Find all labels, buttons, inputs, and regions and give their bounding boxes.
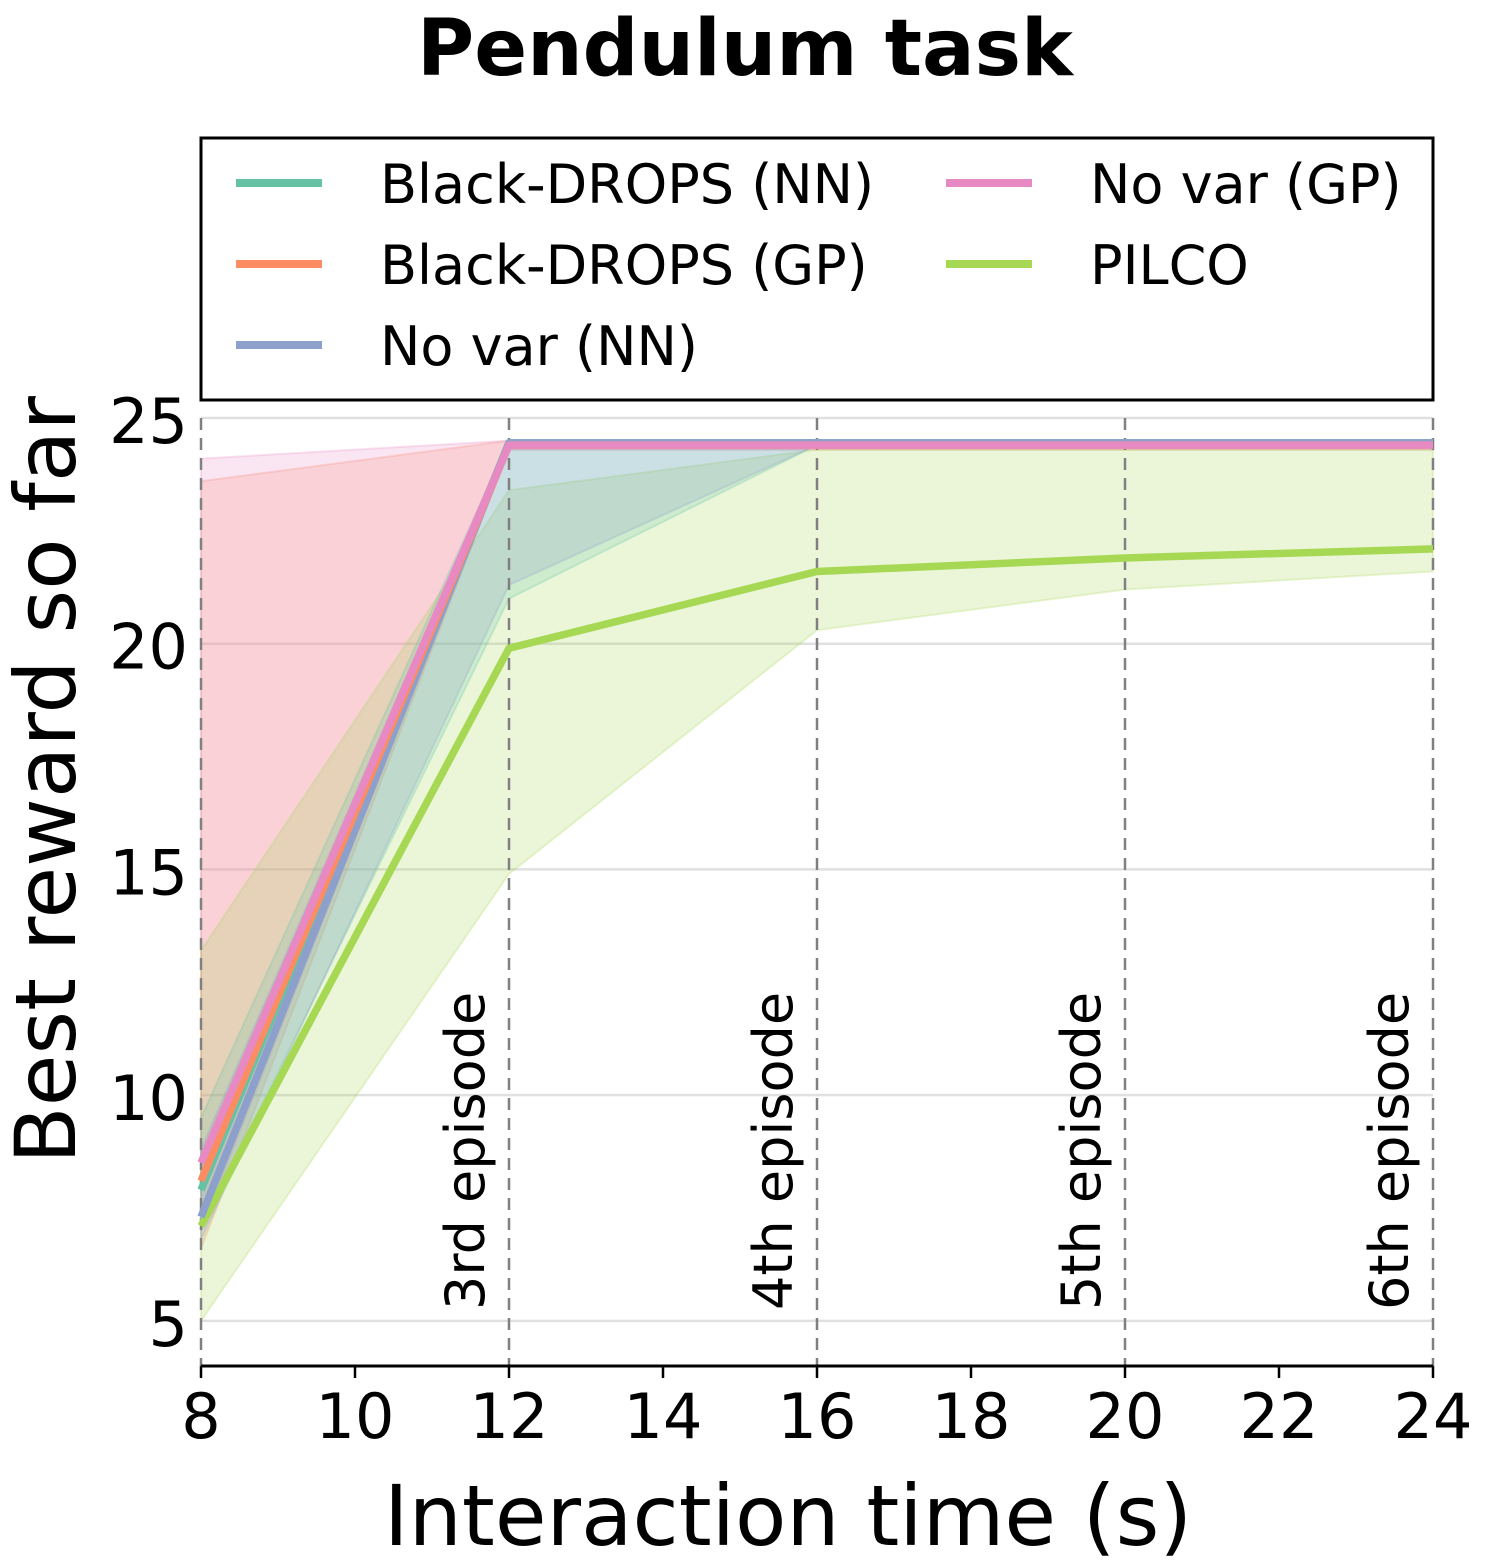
y-tick-label-2: 15: [109, 836, 188, 909]
episode-annotations: 3rd episode 4th episode 5th episode 6th epi…: [434, 992, 1421, 1310]
x-ticks: 8 10 12 14 16 18 20 22 24: [181, 1366, 1472, 1453]
chart-title: Pendulum task: [417, 4, 1075, 94]
x-tick-label-6: 20: [1086, 1380, 1165, 1453]
x-tick-label-4: 16: [778, 1380, 857, 1453]
legend-label-no-var-nn: No var (NN): [380, 315, 698, 378]
legend-label-black-drops-gp: Black-DROPS (GP): [380, 234, 868, 297]
y-tick-label-0: 5: [149, 1288, 188, 1361]
legend-label-no-var-gp: No var (GP): [1090, 153, 1402, 216]
x-tick-label-3: 14: [624, 1380, 703, 1453]
x-tick-label-0: 8: [181, 1380, 220, 1453]
series-lines: [197, 439, 1434, 1228]
legend-label-pilco: PILCO: [1090, 234, 1249, 297]
legend-label-black-drops-nn: Black-DROPS (NN): [380, 153, 874, 216]
x-tick-label-7: 22: [1240, 1380, 1319, 1453]
line-no-var-gp: [197, 441, 1433, 1165]
line-pilco: [197, 545, 1434, 1228]
episode-label-3: 6th episode: [1358, 992, 1421, 1310]
legend: Black-DROPS (NN) Black-DROPS (GP) No var (…: [199, 136, 1435, 402]
legend-frame: [199, 136, 1435, 402]
episode-label-1: 4th episode: [742, 992, 805, 1310]
episode-label-2: 5th episode: [1050, 992, 1113, 1310]
y-ticks: 5 10 15 20 25: [109, 385, 188, 1361]
episode-label-0: 3rd episode: [434, 992, 497, 1310]
y-axis-label: Best reward so far: [0, 396, 95, 1164]
x-tick-label-2: 12: [470, 1380, 549, 1453]
y-tick-label-4: 25: [109, 385, 188, 458]
y-tick-label-1: 10: [109, 1062, 188, 1135]
x-axis-label: Interaction time (s): [384, 1467, 1192, 1565]
x-tick-label-1: 10: [316, 1380, 395, 1453]
x-tick-label-8: 24: [1394, 1380, 1473, 1453]
x-tick-label-5: 18: [932, 1380, 1011, 1453]
y-tick-label-3: 20: [109, 611, 188, 684]
